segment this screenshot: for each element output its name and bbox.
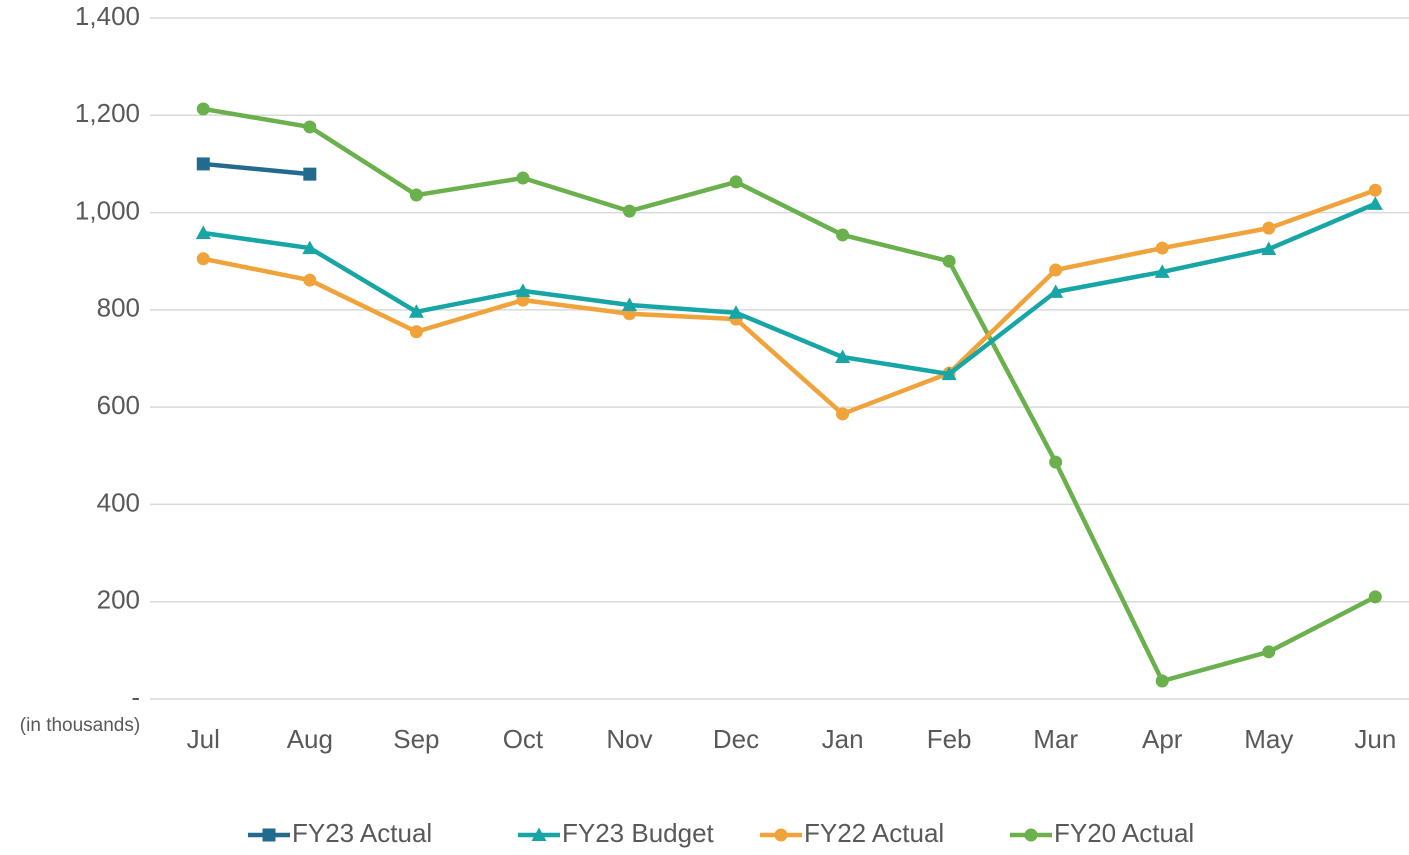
series-line [202,201,1377,377]
y-tick-label: 600 [97,390,140,420]
data-point [409,325,423,339]
x-tick-label: Sep [393,724,439,754]
data-point [942,254,956,268]
data-point [1155,674,1169,688]
data-point [303,167,317,181]
y-tick-label: 1,000 [75,195,140,225]
legend-label: FY22 Actual [804,818,944,848]
x-tick-label: Nov [606,724,652,754]
data-point [196,102,210,116]
legend-marker [531,827,547,841]
data-point [1367,196,1383,210]
y-tick-label: 800 [97,293,140,323]
data-point [621,297,637,311]
x-tick-label: Dec [713,724,759,754]
data-point [516,171,530,185]
data-point [408,304,424,318]
x-tick-label: May [1244,724,1293,754]
y-tick-label: 1,400 [75,1,140,31]
series-line [203,161,311,177]
data-point [1154,264,1170,278]
x-tick-label: Aug [287,724,333,754]
legend-label: FY23 Budget [562,818,715,848]
y-tick-label: 400 [97,487,140,517]
y-tick-label: - [131,682,140,712]
y-tick-label: 200 [97,585,140,615]
series-line [202,188,1377,417]
x-tick-label: Oct [503,724,544,754]
data-point [728,305,744,319]
data-point [409,188,423,202]
data-point [729,175,743,189]
y-tick-label: 1,200 [75,98,140,128]
x-tick-label: Apr [1142,724,1183,754]
data-point [303,120,317,134]
data-point [1368,590,1382,604]
data-point [303,273,317,287]
x-tick-label: Jan [822,724,864,754]
series-line [202,106,1377,684]
data-point [1262,221,1276,235]
legend-label: FY20 Actual [1054,818,1194,848]
data-point [622,204,636,218]
data-point [836,407,850,421]
data-point [196,252,210,266]
legend-marker [1024,828,1038,842]
data-point [195,225,211,240]
x-tick-label: Feb [927,724,972,754]
data-point [1049,263,1063,277]
x-tick-label: Jul [187,724,220,754]
data-point [835,349,851,364]
data-point [836,228,850,242]
data-point [1049,455,1063,469]
data-point [1261,241,1277,256]
data-point [1048,284,1064,298]
data-point [1262,645,1276,659]
data-point [515,283,531,297]
data-point [196,157,210,171]
data-point [1368,183,1382,197]
unit-annotation: (in thousands) [20,715,140,736]
legend-marker [774,828,788,842]
legend-marker [262,828,276,842]
x-tick-label: Jun [1354,724,1396,754]
data-point [941,366,957,381]
data-point [302,240,318,255]
x-tick-label: Mar [1033,724,1078,754]
data-point [1155,241,1169,255]
legend-label: FY23 Actual [292,818,432,848]
